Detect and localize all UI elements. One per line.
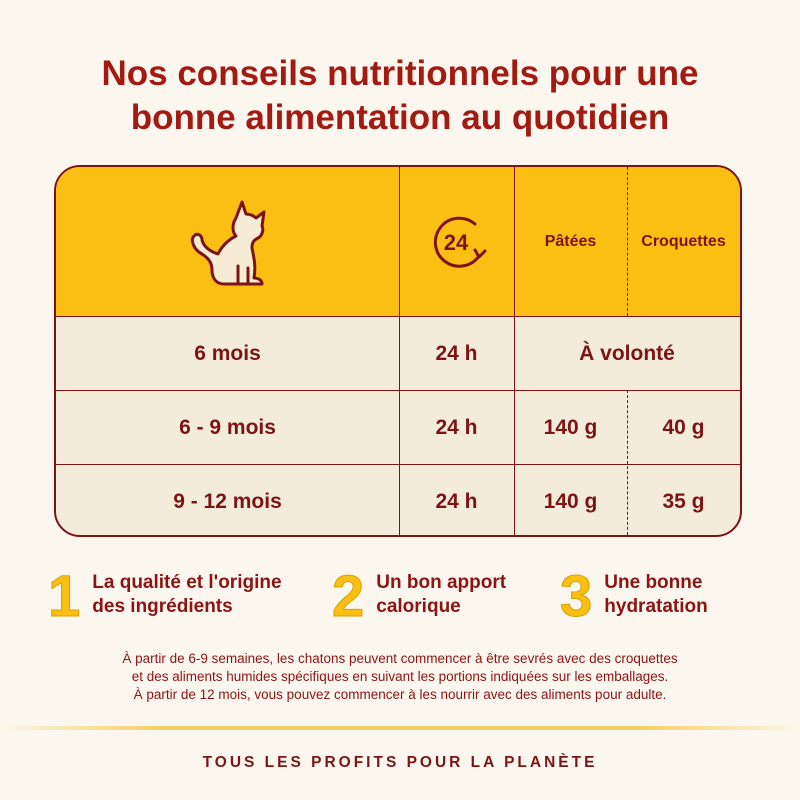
table-row: 6 mois 24 h À volonté [56, 316, 740, 390]
24h-clock-icon: 24 [433, 216, 486, 268]
table-header [56, 167, 740, 316]
tip-line-1: Une bonne [604, 572, 703, 593]
header-patees: Pâtées [544, 232, 597, 250]
tip-number: 3 [559, 564, 593, 629]
duration-cell: 24 h [435, 342, 478, 365]
note-line-3: À partir de 12 mois, vous pouvez commenc… [133, 687, 667, 702]
tip-number: 2 [331, 564, 365, 629]
column-divider [399, 167, 400, 535]
tip-text: La qualité et l'origine des ingrédients [92, 571, 281, 619]
tip-item: 3 Une bonne hydratation [559, 564, 707, 629]
title-line-2: bonne alimentation au quotidien [130, 98, 670, 137]
tip-item: 2 Un bon apport calorique [331, 564, 506, 629]
patees-cell: 140 g [543, 490, 598, 513]
cat-icon [190, 200, 265, 285]
header-24h-cell: 24 [399, 167, 514, 316]
title-line-1: Nos conseils nutritionnels pour une [101, 54, 699, 93]
clock-label: 24 [443, 230, 468, 255]
dashed-divider [514, 167, 515, 535]
tip-text: Un bon apport calorique [376, 571, 506, 619]
croquettes-cell: 35 g [662, 490, 705, 513]
patees-cell: 140 g [543, 416, 598, 439]
page-title: Nos conseils nutritionnels pour une bonn… [0, 52, 800, 140]
tip-item: 1 La qualité et l'origine des ingrédient… [47, 564, 281, 629]
duration-cell: 24 h [435, 416, 478, 439]
header-cat-cell [56, 167, 399, 316]
table-row: 9 - 12 mois 24 h 140 g 35 g [56, 464, 740, 535]
croquettes-cell: 40 g [662, 416, 705, 439]
age-cell: 6 - 9 mois [179, 416, 276, 439]
note-line-2: et des aliments humides spécifiques en s… [131, 669, 669, 684]
advice-note: À partir de 6-9 semaines, les chatons pe… [30, 650, 770, 704]
tip-line-1: Un bon apport [376, 572, 507, 593]
note-line-1: À partir de 6-9 semaines, les chatons pe… [122, 651, 678, 666]
tip-line-1: La qualité et l'origine [92, 572, 282, 593]
tips-section: 1 La qualité et l'origine des ingrédient… [0, 566, 800, 636]
duration-cell: 24 h [435, 490, 478, 513]
header-croquettes: Croquettes [641, 232, 726, 250]
nutrition-table: 24 Pâtées Croquettes 6 mois 24 h À volon… [54, 165, 742, 537]
merged-cell: À volonté [579, 342, 675, 365]
footer-slogan: TOUS LES PROFITS POUR LA PLANÈTE [202, 754, 598, 771]
age-cell: 6 mois [194, 342, 261, 365]
dashed-divider [627, 390, 628, 535]
tip-line-2: calorique [376, 596, 461, 617]
table-row: 6 - 9 mois 24 h 140 g 40 g [56, 390, 740, 464]
tip-text: Une bonne hydratation [604, 571, 707, 619]
tip-line-2: hydratation [604, 596, 708, 617]
footer-divider [0, 726, 800, 730]
age-cell: 9 - 12 mois [173, 490, 282, 513]
dashed-divider [627, 167, 628, 316]
tip-line-2: des ingrédients [92, 596, 233, 617]
tip-number: 1 [47, 564, 81, 629]
